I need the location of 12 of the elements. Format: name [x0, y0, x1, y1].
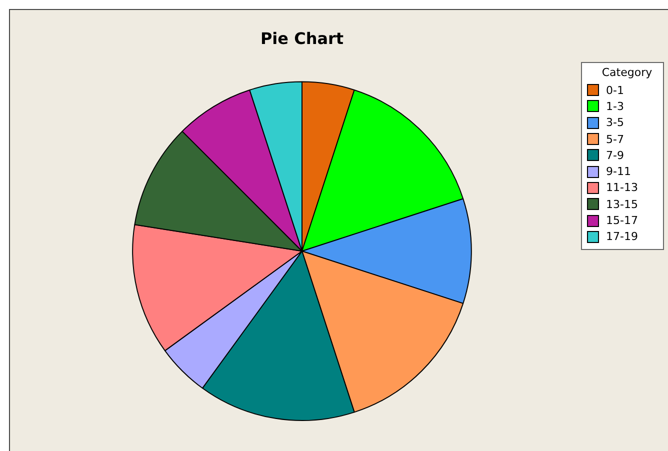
legend-label: 7-9 [606, 148, 624, 162]
legend-title: Category [600, 66, 654, 80]
legend-label: 15-17 [606, 214, 638, 228]
legend-label: 9-11 [606, 165, 631, 178]
legend-label: 0-1 [606, 84, 624, 97]
legend-label: 3-5 [606, 116, 624, 130]
legend-label: 11-13 [606, 181, 638, 194]
legend-label: 13-15 [606, 198, 638, 211]
legend-label: 5-7 [606, 132, 624, 146]
legend-label: 17-19 [606, 230, 638, 244]
chart-title: Pie Chart [260, 28, 344, 48]
legend-label: 1-3 [606, 100, 624, 113]
